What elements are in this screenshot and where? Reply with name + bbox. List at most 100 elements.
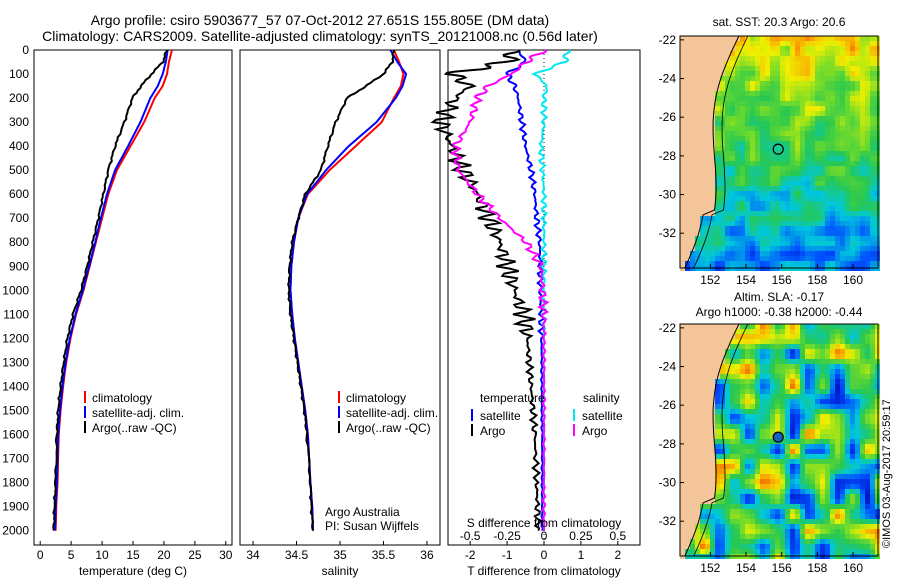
map-0-cell xyxy=(790,191,795,196)
map-1-cell xyxy=(830,434,835,439)
map-1-cell xyxy=(695,529,700,534)
map-0-cell xyxy=(750,51,755,56)
map-1-cell xyxy=(860,479,865,484)
map-0-cell xyxy=(810,61,815,66)
map-1-cell xyxy=(835,504,840,509)
map-1-cell xyxy=(830,519,835,524)
map-0-cell xyxy=(690,156,695,161)
map-0-cell xyxy=(850,46,855,51)
map-1-cell xyxy=(705,349,710,354)
map-0-cell xyxy=(745,121,750,126)
temperature-legend-label: Argo(..raw -QC) xyxy=(92,421,177,435)
map-0-cell xyxy=(835,136,840,141)
map-1-cell xyxy=(800,494,805,499)
map-0-cell xyxy=(800,216,805,221)
map-0-cell xyxy=(755,106,760,111)
map-0-cell xyxy=(710,191,715,196)
map-1-cell xyxy=(810,524,815,529)
map-0-cell xyxy=(845,111,850,116)
map-0-cell xyxy=(725,126,730,131)
map-1-cell xyxy=(850,354,855,359)
map-1-cell xyxy=(755,344,760,349)
map-0-x-tick-label: 152 xyxy=(700,273,720,287)
map-1-cell xyxy=(780,324,785,329)
map-1-cell xyxy=(865,349,870,354)
map-1-cell xyxy=(790,399,795,404)
map-1-cell xyxy=(865,359,870,364)
map-1-cell xyxy=(855,549,860,554)
map-1-cell xyxy=(770,339,775,344)
map-1-cell xyxy=(725,489,730,494)
map-1-cell xyxy=(750,424,755,429)
map-1-cell xyxy=(695,539,700,544)
map-1-cell xyxy=(800,504,805,509)
map-1-cell xyxy=(700,409,705,414)
map-0-cell xyxy=(800,251,805,256)
map-0-cell xyxy=(855,186,860,191)
map-1-cell xyxy=(850,529,855,534)
map-0-cell xyxy=(720,41,725,46)
map-0-cell xyxy=(765,171,770,176)
map-1-cell xyxy=(835,509,840,514)
map-0-cell xyxy=(810,226,815,231)
map-0-cell xyxy=(715,41,720,46)
map-0-cell xyxy=(855,51,860,56)
map-1-cell xyxy=(870,374,875,379)
map-0-cell xyxy=(840,171,845,176)
map-0-cell xyxy=(775,201,780,206)
map-1-cell xyxy=(830,514,835,519)
map-1-cell xyxy=(765,429,770,434)
map-0-cell xyxy=(725,156,730,161)
map-1-cell xyxy=(800,474,805,479)
map-0-cell xyxy=(795,256,800,261)
map-1-x-tick-label: 160 xyxy=(843,561,863,575)
map-0-cell xyxy=(780,206,785,211)
map-1-cell xyxy=(700,324,705,329)
map-1-cell xyxy=(780,534,785,539)
map-0-cell xyxy=(740,91,745,96)
map-1-cell xyxy=(690,329,695,334)
map-1-cell xyxy=(755,514,760,519)
map-0-cell xyxy=(695,171,700,176)
map-0-cell xyxy=(815,241,820,246)
map-0-cell xyxy=(760,166,765,171)
map-1-cell xyxy=(735,369,740,374)
map-0-cell xyxy=(720,186,725,191)
map-0-cell xyxy=(830,156,835,161)
map-1-cell xyxy=(690,444,695,449)
map-0-cell xyxy=(815,231,820,236)
map-0-cell xyxy=(685,121,690,126)
map-1-cell xyxy=(840,459,845,464)
map-0-cell xyxy=(835,191,840,196)
map-1-cell xyxy=(725,424,730,429)
map-0-cell xyxy=(845,91,850,96)
map-0-cell xyxy=(865,256,870,261)
map-0-cell xyxy=(780,96,785,101)
map-1-cell xyxy=(740,329,745,334)
map-0-cell xyxy=(835,186,840,191)
map-0-cell xyxy=(820,111,825,116)
map-1-cell xyxy=(800,514,805,519)
map-1-cell xyxy=(840,329,845,334)
map-1-cell xyxy=(780,539,785,544)
map-1-cell xyxy=(715,394,720,399)
map-1-cell xyxy=(700,349,705,354)
map-0-cell xyxy=(855,81,860,86)
map-0-cell xyxy=(805,251,810,256)
map-1-cell xyxy=(750,504,755,509)
map-0-cell xyxy=(720,191,725,196)
depth-tick-label-1200: 1200 xyxy=(2,331,29,345)
map-1-cell xyxy=(860,389,865,394)
map-0-cell xyxy=(830,121,835,126)
map-1-cell xyxy=(685,384,690,389)
map-1-cell xyxy=(825,324,830,329)
map-1-cell xyxy=(765,334,770,339)
map-1-cell xyxy=(770,354,775,359)
map-0-cell xyxy=(710,176,715,181)
map-1-cell xyxy=(860,474,865,479)
map-1-cell xyxy=(805,329,810,334)
map-0-cell xyxy=(765,81,770,86)
temperature-legend-label: climatology xyxy=(92,391,152,405)
map-1-cell xyxy=(810,339,815,344)
map-0-cell xyxy=(725,81,730,86)
